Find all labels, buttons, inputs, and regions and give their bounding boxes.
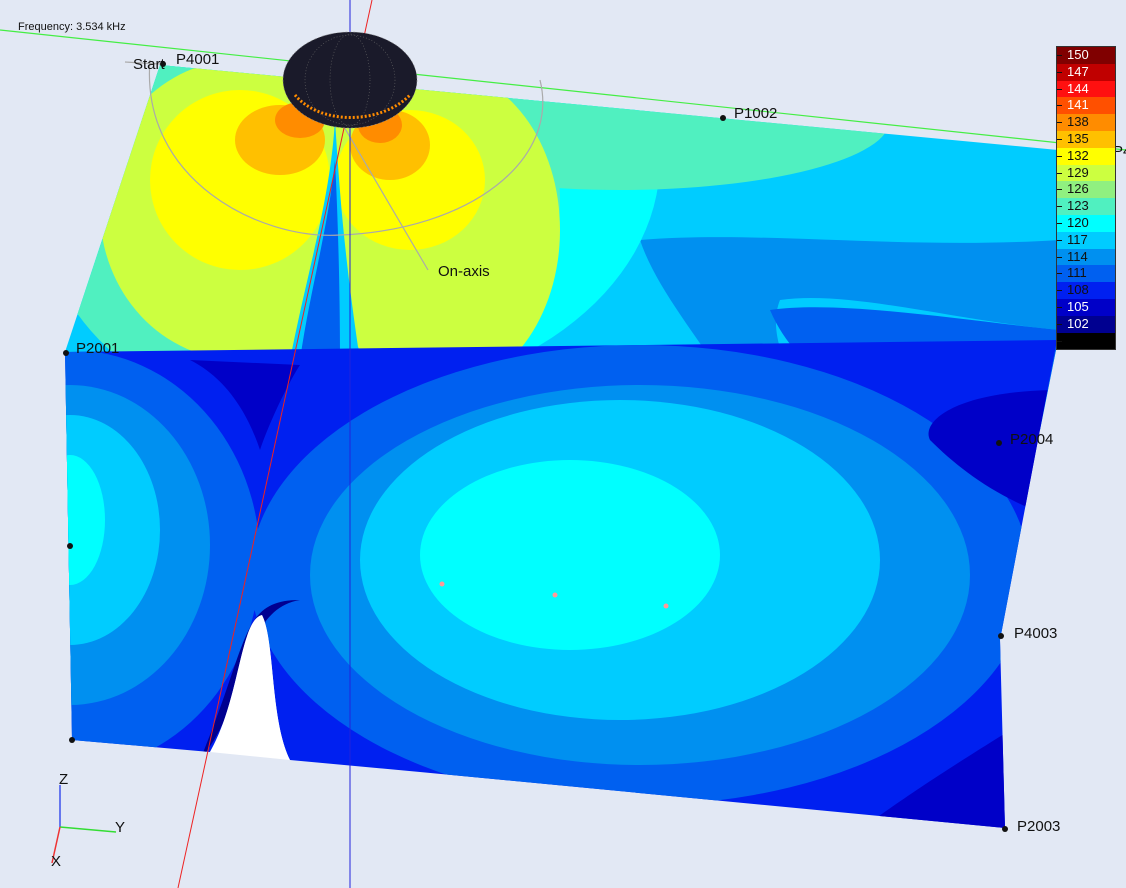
triad-x-label: X [51,853,61,870]
legend-level: 126 [1057,181,1115,199]
label-p2001[interactable]: P2001 [76,340,119,357]
legend-level: 111 [1057,265,1115,283]
legend-level: 108 [1057,282,1115,299]
frequency-label: Frequency: 3.534 kHz [18,21,126,33]
legend-level: 123 [1057,198,1115,215]
label-p4001[interactable]: P4001 [176,51,219,68]
label-on-axis[interactable]: On-axis [438,263,490,280]
color-legend: 150 147 144 141 138 135 132 129 126 123 120 117 114 1… [1056,46,1116,351]
lower-contour-plane [65,340,1057,828]
mic-points [439,581,669,609]
legend-level: 132 [1057,147,1115,165]
triad-z-label: Z [59,771,68,788]
mesh-cutout [210,615,290,760]
legend-level: 105 [1057,298,1115,316]
label-p2003[interactable]: P2003 [1017,818,1060,835]
label-p4003[interactable]: P4003 [1014,625,1057,642]
legend-level: 102 [1057,315,1115,333]
triad-y-label: Y [115,819,125,836]
x-axis-line [177,0,373,888]
axis-triad: Z Y X [51,771,125,870]
label-start[interactable]: Start [133,56,166,73]
legend-level: 141 [1057,97,1115,115]
y-axis-line [0,29,1126,151]
label-p1002[interactable]: P1002 [734,105,777,122]
legend-level: 147 [1057,63,1115,81]
legend-level: 117 [1057,231,1115,249]
legend-level: 138 [1057,114,1115,131]
legend-level [1057,332,1115,350]
label-p4-partial[interactable]: P4 [1113,143,1126,160]
legend-level: 114 [1057,248,1115,266]
directivity-arc [124,59,544,271]
speaker-balloon-mesh [282,31,418,129]
point-markers [63,61,1008,832]
label-p2004[interactable]: P2004 [1010,431,1053,448]
legend-level: 120 [1057,214,1115,232]
legend-level: 150 [1057,47,1115,64]
legend-level: 135 [1057,130,1115,148]
legend-level: 144 [1057,80,1115,98]
legend-level: 129 [1057,164,1115,182]
